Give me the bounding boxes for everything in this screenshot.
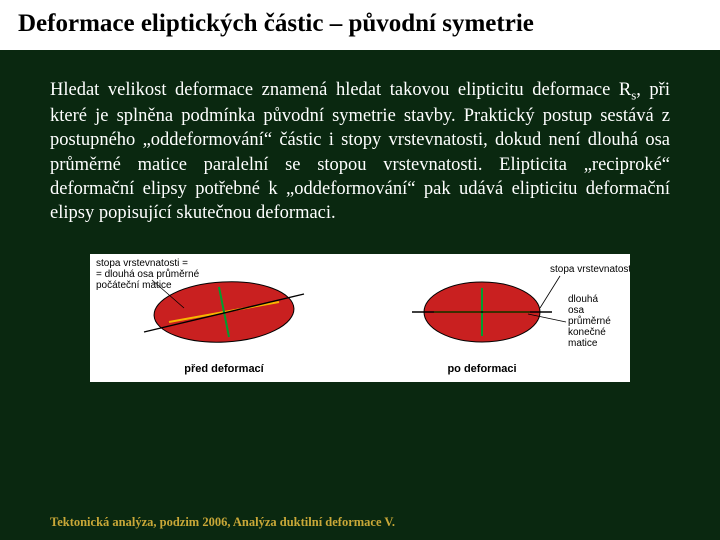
svg-text:průměrné: průměrné [568,315,611,327]
body-paragraph: Hledat velikost deformace znamená hledat… [50,78,670,226]
diagram: stopa vrstevnatosti == dlouhá osa průměr… [90,254,630,382]
svg-text:stopa vrstevnatosti =: stopa vrstevnatosti = [96,258,188,269]
svg-text:po deformaci: po deformaci [447,363,516,375]
svg-text:konečné: konečné [568,327,606,338]
title-bar: Deformace eliptických částic – původní s… [0,0,720,50]
svg-text:před deformací: před deformací [184,363,264,375]
page-title: Deformace eliptických částic – původní s… [18,10,702,38]
svg-text:dlouhá: dlouhá [568,294,598,305]
diagram-svg: stopa vrstevnatosti == dlouhá osa průměr… [90,254,630,382]
body-text: Hledat velikost deformace znamená hledat… [0,50,720,236]
svg-text:počáteční matice: počáteční matice [96,280,172,291]
svg-text:matice: matice [568,338,598,349]
footer-text: Tektonická analýza, podzim 2006, Analýza… [50,515,395,530]
svg-text:osa: osa [568,305,585,316]
svg-text:stopa vrstevnatosti: stopa vrstevnatosti [550,264,630,275]
svg-text:= dlouhá osa průměrné: = dlouhá osa průměrné [96,268,200,280]
